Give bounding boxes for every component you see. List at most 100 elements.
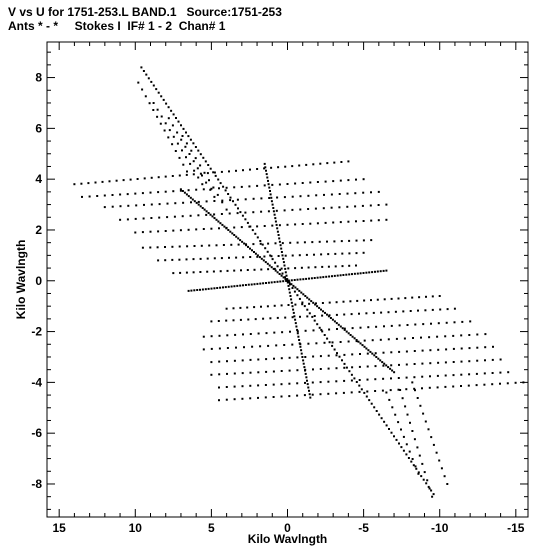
uv-point-652 — [287, 304, 290, 306]
uv-point-444 — [339, 179, 342, 182]
uv-point-777 — [468, 334, 471, 336]
uv-point-188 — [312, 301, 315, 304]
uv-point-451 — [127, 204, 130, 207]
uv-point-377 — [122, 179, 125, 182]
uv-point-819 — [226, 372, 228, 375]
uv-point-998 — [414, 389, 416, 392]
uv-point-757 — [307, 342, 310, 345]
uv-point-6 — [271, 258, 274, 261]
uv-point-962 — [176, 131, 179, 134]
uv-point-55 — [150, 80, 153, 83]
uv-point-771 — [420, 336, 422, 339]
uv-point-1009 — [443, 475, 446, 478]
uv-point-423 — [179, 189, 182, 192]
uv-point-230 — [263, 162, 266, 165]
uv-point-412 — [96, 195, 99, 197]
uv-point-43 — [180, 124, 182, 127]
uv-point-668 — [397, 297, 400, 300]
uv-point-1 — [284, 276, 286, 279]
uv-point-45 — [175, 117, 177, 119]
uv-point-982 — [225, 208, 228, 211]
uv-point-576 — [311, 241, 314, 244]
uv-point-615 — [172, 272, 175, 275]
uv-point-452 — [135, 204, 138, 207]
uv-point-787 — [265, 358, 268, 361]
uv-point-338 — [296, 278, 299, 281]
uv-point-716 — [257, 332, 260, 335]
uv-point-635 — [307, 266, 310, 269]
uv-point-800 — [366, 352, 369, 355]
uv-point-789 — [280, 357, 283, 360]
uv-point-169 — [189, 196, 192, 199]
uv-point-705 — [431, 308, 434, 311]
uv-point-549 — [362, 220, 365, 222]
uv-point-567 — [245, 243, 247, 246]
uv-point-297 — [308, 389, 310, 392]
uv-point-280 — [296, 332, 299, 335]
uv-point-870 — [335, 380, 338, 383]
uv-point-186 — [308, 298, 311, 301]
uv-point-763 — [355, 340, 358, 343]
uv-point-352 — [336, 274, 339, 277]
uv-point-553 — [141, 246, 144, 249]
uv-point-841 — [398, 363, 400, 366]
uv-point-193 — [322, 310, 324, 313]
uv-point-923 — [452, 385, 455, 388]
uv-point-794 — [319, 355, 322, 358]
uv-point-484 — [119, 218, 122, 221]
uv-point-811 — [452, 347, 455, 350]
uv-point-717 — [265, 332, 268, 335]
uv-point-174 — [179, 188, 182, 191]
uv-point-370 — [73, 183, 76, 186]
uv-point-322 — [250, 283, 253, 286]
uv-point-861 — [264, 384, 267, 386]
uv-point-575 — [303, 241, 306, 244]
uv-point-109 — [407, 457, 410, 459]
uv-point-555 — [156, 246, 159, 249]
uv-point-583 — [362, 239, 365, 242]
uv-point-333 — [282, 280, 285, 283]
uv-point-915 — [389, 389, 392, 392]
uv-point-108 — [405, 453, 408, 456]
uv-point-961 — [171, 124, 174, 127]
uv-point-471 — [283, 196, 286, 199]
uv-point-334 — [285, 279, 288, 282]
uv-point-609 — [327, 253, 330, 256]
uv-point-793 — [312, 355, 315, 358]
uv-point-1011 — [385, 391, 388, 394]
uv-point-118 — [430, 489, 433, 492]
uv-point-627 — [253, 268, 256, 271]
uv-point-458 — [182, 201, 185, 204]
uv-point-105 — [398, 442, 400, 445]
uv-point-828 — [296, 369, 299, 372]
uv-point-274 — [292, 311, 295, 314]
uv-point-823 — [257, 371, 260, 374]
uv-point-417 — [134, 192, 137, 195]
uv-point-925 — [467, 384, 470, 387]
uv-point-517 — [377, 204, 380, 206]
uv-point-718 — [273, 331, 276, 334]
uv-point-514 — [354, 205, 357, 208]
uv-point-198 — [331, 318, 334, 321]
uv-point-139 — [249, 247, 251, 250]
uv-point-481 — [362, 191, 365, 194]
uv-point-977 — [203, 171, 206, 174]
uv-point-997 — [411, 381, 414, 384]
uv-point-69 — [308, 312, 311, 315]
uv-point-744 — [202, 348, 205, 351]
uv-point-569 — [259, 242, 262, 245]
uv-point-748 — [235, 346, 237, 349]
uv-point-917 — [405, 388, 408, 391]
uv-point-985 — [404, 405, 407, 408]
uv-point-529 — [210, 227, 213, 230]
uv-point-775 — [452, 334, 455, 337]
uv-point-16 — [246, 221, 249, 224]
uv-point-735 — [406, 324, 409, 326]
uv-point-578 — [326, 240, 328, 243]
uv-point-331 — [276, 280, 279, 283]
uv-point-65 — [298, 297, 301, 300]
uv-point-815 — [484, 346, 487, 349]
uv-point-830 — [312, 368, 314, 371]
uv-point-602 — [277, 255, 280, 257]
uv-point-644 — [232, 307, 235, 310]
